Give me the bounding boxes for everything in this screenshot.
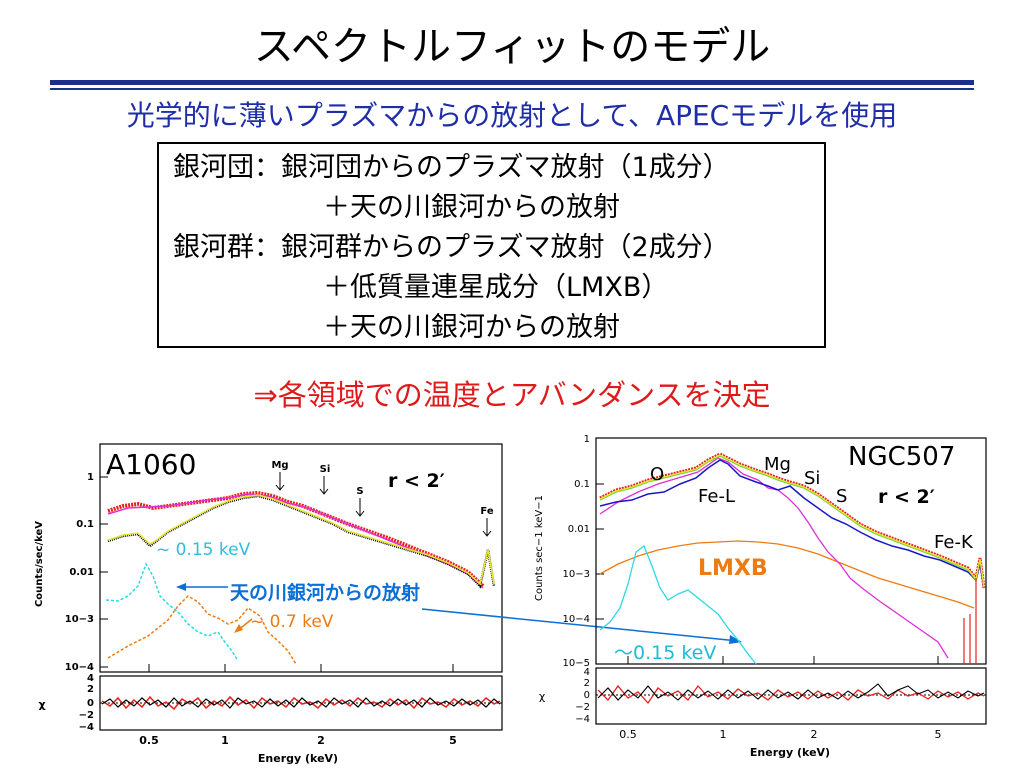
left-resid-label: χ [38,698,45,711]
right-spectrum-svg: 1 0.1 0.01 10−3 10−4 10−5 4 2 0 −2 −4 0.… [534,434,987,759]
left-line-label: Mg [271,460,288,471]
left-xtick: 2 [317,734,325,747]
right-line-label-si: Si [804,468,821,489]
left-resid-ticks: 4 2 0 −2 −4 [79,673,94,733]
left-resid-black [101,697,501,709]
right-resid-label: χ [539,690,546,703]
left-ytick: 1 [87,472,94,483]
left-xtick: 0.5 [139,734,159,747]
right-ytick: 0.01 [568,524,590,535]
right-model-magenta [599,457,949,659]
right-xtick: 5 [935,728,942,741]
left-ylabel: Counts/sec/keV [34,521,45,607]
right-ytick: 10−5 [563,658,590,669]
right-resid-tick: 2 [584,678,590,689]
right-ytick: 10−4 [563,614,590,625]
model-row-group-lmxb: ＋低質量連星成分（LMXB） [323,272,669,303]
left-ann-arrows [176,583,253,633]
right-resid-tick: −2 [575,702,590,713]
right-line-label-o: O [650,464,665,485]
left-spectrum-black [107,494,496,589]
left-ytick: 10−4 [65,662,94,673]
left-ann-015kev: ~ 0.15 keV [156,540,251,560]
right-ylabel: Counts sec−1 keV−1 [534,495,545,601]
right-xticks: 0.5 1 2 5 [619,728,941,741]
page-title: スペクトルフィットのモデル [253,24,771,70]
model-row-cluster-mw: ＋天の川銀河からの放射 [323,192,620,223]
right-ytick: 10−3 [563,569,590,580]
left-xlabel: Energy (keV) [258,752,338,765]
left-xtick: 1 [221,734,229,747]
right-yticks: 1 0.1 0.01 10−3 10−4 10−5 [563,434,590,669]
right-spectrum-red [599,452,986,589]
left-main-frame [99,443,503,673]
right-model-green [599,455,985,589]
right-object-name: NGC507 [848,442,956,472]
right-xtick: 0.5 [619,728,637,741]
right-line-label-mg: Mg [764,454,791,475]
model-row-group-mw: ＋天の川銀河からの放射 [323,312,620,343]
right-resid-tick: −4 [575,714,590,725]
right-line-label-fek: Fe-K [934,532,973,553]
subtitle: 光学的に薄いプラズマからの放射として、APECモデルを使用 [126,99,898,132]
model-row-group: 銀河群：銀河群からのプラズマ放射（2成分） [173,232,730,263]
left-resid-tick: 2 [87,684,94,695]
left-spectrum-plot: 1 0.1 0.01 10−3 10−4 4 2 0 −2 −4 0.5 1 2… [28,436,508,768]
right-main-frame [595,437,987,665]
left-radius: r < 2′ [388,470,445,492]
left-resid-tick: 4 [87,673,94,684]
left-xticks: 0.5 1 2 5 [139,734,457,747]
right-resid-ticks: 4 2 0 −2 −4 [575,667,590,725]
title-rule [50,80,974,85]
left-line-label: Fe [480,506,493,517]
model-box: 銀河団：銀河団からのプラズマ放射（1成分） ＋天の川銀河からの放射 銀河群：銀河… [157,142,826,348]
left-model-yellow [107,494,495,586]
right-line-label-s: S [836,486,848,507]
conclusion: ⇒各領域での温度とアバンダンスを決定 [253,378,771,412]
right-ytick: 0.1 [574,479,590,490]
right-xtick: 2 [811,728,818,741]
right-ann-015kev: 〜0.15 keV [614,642,717,664]
left-resid-tick: −2 [79,710,94,721]
right-ann-lmxb: LMXB [698,556,768,581]
right-model-cyan [599,544,757,665]
right-resid-tick: 4 [584,667,590,678]
right-model-blue [599,459,985,589]
left-object-name: A1060 [106,448,197,481]
right-xtick: 1 [720,728,727,741]
left-model-cyan [105,562,239,662]
right-resid-frame [595,667,987,725]
left-ann-07kev: ~ 0.7 keV [250,612,334,632]
right-resid-black [597,683,985,701]
left-spectrum-svg: 1 0.1 0.01 10−3 10−4 4 2 0 −2 −4 0.5 1 2… [34,443,503,765]
left-spectrum-red [107,490,485,588]
right-model-yellow [599,454,985,588]
left-line-label: S [356,486,363,497]
left-ytick: 10−3 [65,614,94,625]
left-model-orange [107,595,297,665]
model-row-cluster: 銀河団：銀河団からのプラズマ放射（1成分） [173,152,730,183]
left-resid-tick: 0 [87,698,94,709]
left-xtick: 5 [449,734,457,747]
left-ytick: 0.1 [76,519,94,530]
right-ytick: 1 [584,434,590,445]
left-ann-milkyway: 天の川銀河からの放射 [230,582,421,604]
right-line-label-fel: Fe-L [698,486,735,507]
right-resid-tick: 0 [584,690,590,701]
right-spectrum-plot: 1 0.1 0.01 10−3 10−4 10−5 4 2 0 −2 −4 0.… [528,428,1024,768]
left-line-label: Si [320,464,331,475]
right-xlabel: Energy (keV) [750,746,830,759]
left-yticks: 1 0.1 0.01 10−3 10−4 [65,472,94,673]
title-rule-thin [50,88,974,90]
right-radius: r < 2′ [878,486,935,508]
left-line-arrows [275,472,492,537]
left-ytick: 0.01 [69,567,94,578]
right-fe-lines [963,578,977,664]
right-model-lmxb [599,540,975,609]
left-resid-tick: −4 [79,722,94,733]
right-resid-red [597,684,985,705]
